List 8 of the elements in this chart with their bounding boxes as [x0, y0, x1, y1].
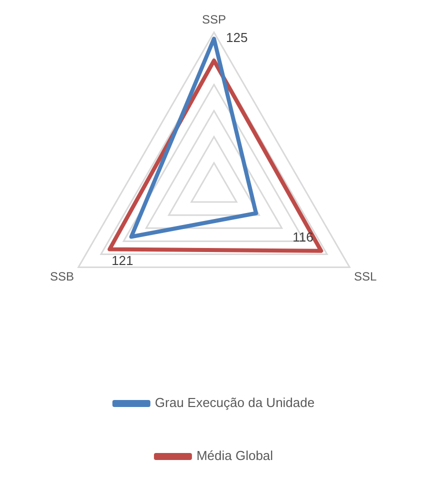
spoke-label: SSB — [50, 269, 74, 284]
spoke-label: SSL — [354, 269, 377, 284]
legend-label: Grau Execução da Unidade — [154, 395, 315, 410]
spoke-label: SSP — [202, 12, 226, 27]
text: 125 — [226, 30, 248, 46]
text: 121 — [112, 252, 134, 268]
legend-label: Média Global — [196, 448, 274, 464]
text: 116 — [292, 230, 314, 245]
